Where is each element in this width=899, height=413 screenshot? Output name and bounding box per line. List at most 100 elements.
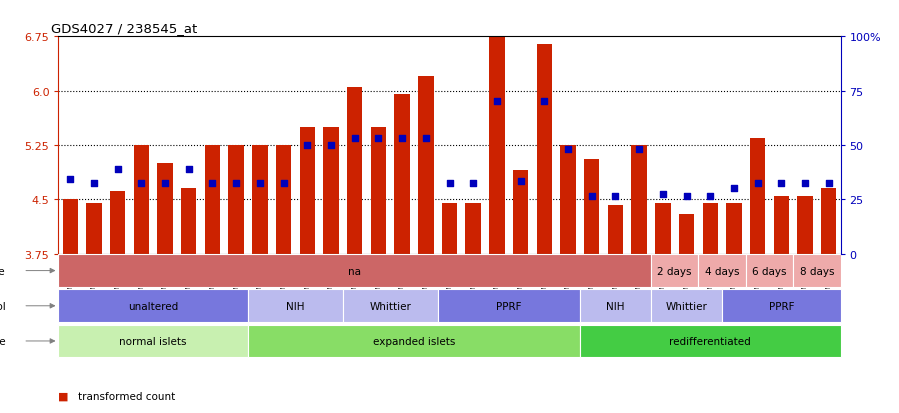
Text: transformed count: transformed count (78, 391, 175, 401)
Bar (466, 203, 481, 254)
Text: 6 days: 6 days (752, 266, 787, 276)
Text: protocol: protocol (0, 301, 5, 311)
Text: PPRF: PPRF (496, 301, 521, 311)
Point (182, 166, 196, 173)
Point (371, 135, 386, 142)
Bar (560, 146, 575, 254)
Point (348, 135, 362, 142)
Bar (134, 146, 149, 254)
Bar (821, 189, 836, 254)
Bar (110, 191, 125, 254)
Bar (584, 160, 600, 254)
Text: Whittier: Whittier (369, 301, 411, 311)
Bar (746, 255, 793, 287)
Text: time: time (0, 266, 5, 276)
Point (300, 142, 315, 149)
Text: GDS4027 / 238545_at: GDS4027 / 238545_at (50, 21, 197, 35)
Text: NIH: NIH (286, 301, 305, 311)
Bar (631, 146, 646, 254)
Bar (276, 146, 291, 254)
Bar (299, 128, 315, 254)
Bar (86, 203, 102, 254)
Point (584, 193, 599, 199)
Point (797, 180, 812, 186)
Text: Whittier: Whittier (665, 301, 708, 311)
Point (822, 180, 836, 186)
Bar (793, 255, 841, 287)
Bar (395, 95, 410, 254)
Text: 2 days: 2 days (657, 266, 692, 276)
Bar (774, 196, 789, 254)
Bar (722, 290, 841, 322)
Bar (726, 203, 742, 254)
Text: expanded islets: expanded islets (373, 336, 455, 346)
Text: 4 days: 4 days (705, 266, 739, 276)
Point (87, 180, 102, 187)
Point (726, 185, 741, 192)
Point (395, 135, 409, 142)
Point (537, 99, 551, 105)
Bar (253, 146, 268, 254)
Bar (513, 171, 529, 254)
Bar (347, 88, 362, 254)
Bar (228, 146, 244, 254)
Bar (248, 290, 343, 322)
Bar (679, 214, 694, 254)
Point (751, 180, 765, 186)
Point (324, 142, 338, 149)
Point (63, 176, 77, 183)
Text: PPRF: PPRF (769, 301, 794, 311)
Point (158, 180, 173, 186)
Point (774, 180, 788, 186)
Bar (58, 290, 248, 322)
Point (229, 180, 244, 186)
Bar (441, 203, 458, 254)
Bar (205, 146, 220, 254)
Bar (651, 255, 699, 287)
Bar (537, 44, 552, 254)
Bar (58, 255, 651, 287)
Bar (58, 325, 248, 357)
Point (134, 180, 148, 186)
Text: cell type: cell type (0, 336, 5, 346)
Bar (797, 196, 813, 254)
Bar (324, 128, 339, 254)
Bar (418, 77, 433, 254)
Point (490, 99, 504, 105)
Bar (655, 203, 671, 254)
Bar (343, 290, 438, 322)
Point (680, 193, 694, 199)
Point (419, 135, 433, 142)
Bar (651, 290, 722, 322)
Text: unaltered: unaltered (129, 301, 178, 311)
Text: NIH: NIH (606, 301, 625, 311)
Point (561, 146, 575, 152)
Bar (370, 128, 386, 254)
Bar (489, 37, 504, 254)
Point (513, 178, 528, 185)
Text: normal islets: normal islets (120, 336, 187, 346)
Bar (580, 325, 841, 357)
Bar (63, 200, 78, 254)
Bar (181, 189, 197, 254)
Text: na: na (348, 266, 361, 276)
Bar (157, 164, 173, 254)
Point (703, 193, 717, 199)
Point (253, 180, 267, 186)
Bar (580, 290, 651, 322)
Text: redifferentiated: redifferentiated (670, 336, 751, 346)
Bar (438, 290, 580, 322)
Point (655, 191, 670, 198)
Point (632, 146, 646, 152)
Point (609, 193, 623, 199)
Text: 8 days: 8 days (799, 266, 834, 276)
Bar (699, 255, 746, 287)
Text: ■: ■ (58, 391, 69, 401)
Point (466, 180, 480, 186)
Point (442, 180, 457, 186)
Bar (248, 325, 580, 357)
Point (276, 180, 290, 186)
Bar (702, 203, 718, 254)
Bar (608, 206, 623, 254)
Bar (750, 138, 765, 254)
